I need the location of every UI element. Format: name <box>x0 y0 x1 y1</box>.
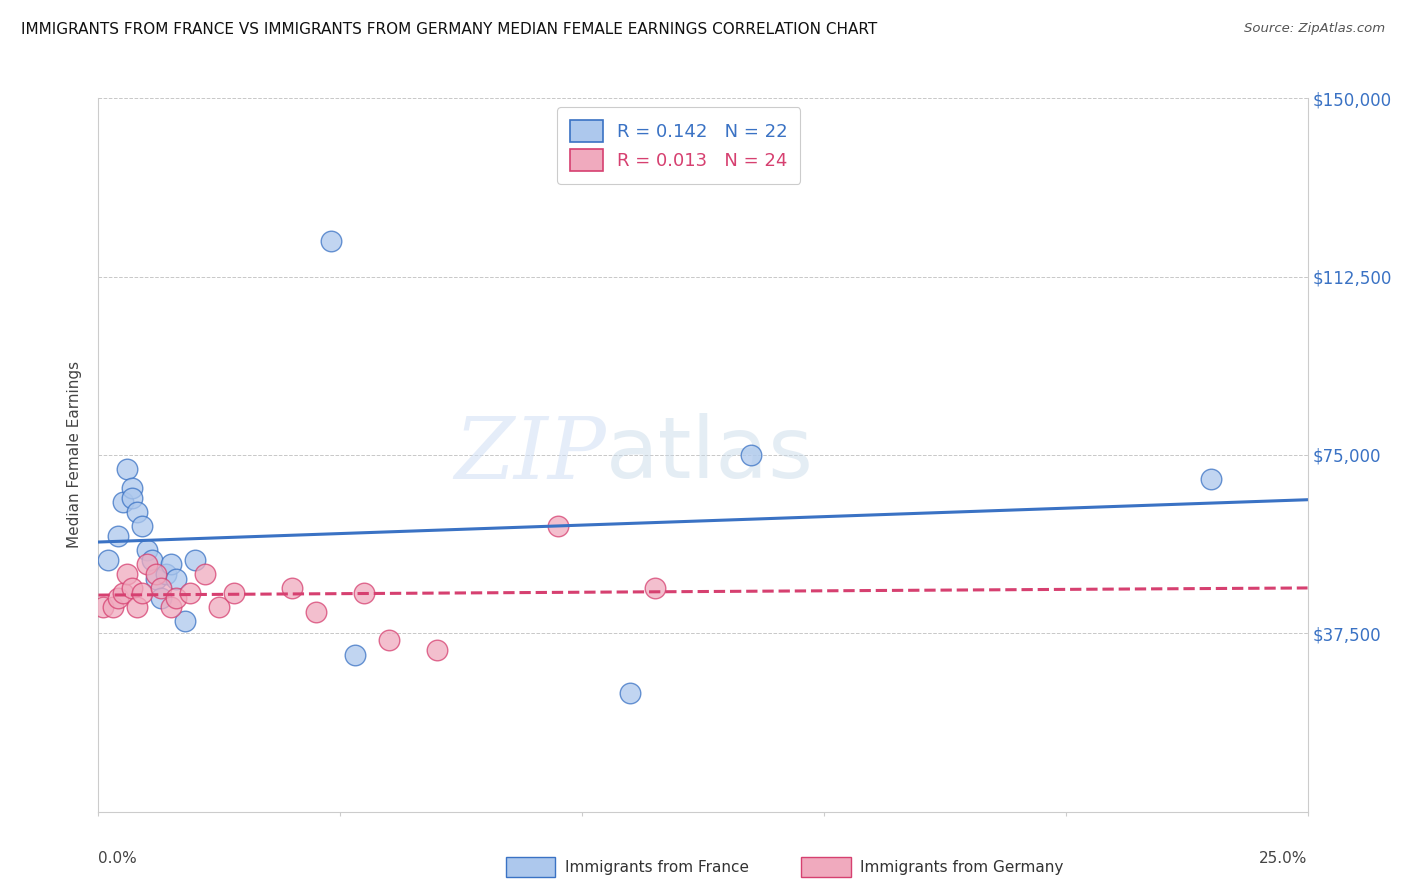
Point <box>619 686 641 700</box>
Point <box>121 491 143 505</box>
Point <box>141 552 163 566</box>
Point <box>547 519 569 533</box>
Point <box>117 462 139 476</box>
Point <box>155 566 177 581</box>
Point <box>174 615 197 629</box>
Point <box>127 600 149 615</box>
Point <box>135 543 157 558</box>
Point <box>91 600 114 615</box>
Text: IMMIGRANTS FROM FRANCE VS IMMIGRANTS FROM GERMANY MEDIAN FEMALE EARNINGS CORRELA: IMMIGRANTS FROM FRANCE VS IMMIGRANTS FRO… <box>21 22 877 37</box>
Point <box>305 605 328 619</box>
Point <box>165 591 187 605</box>
Point <box>377 633 399 648</box>
Point <box>127 505 149 519</box>
Text: Immigrants from Germany: Immigrants from Germany <box>860 860 1064 874</box>
Point <box>319 234 342 248</box>
Point <box>644 581 666 595</box>
Point <box>222 586 245 600</box>
Point <box>353 586 375 600</box>
Point <box>97 552 120 566</box>
Point <box>343 648 366 662</box>
Point <box>135 558 157 572</box>
Point <box>145 566 167 581</box>
Point <box>121 581 143 595</box>
Point <box>160 600 183 615</box>
Point <box>131 519 153 533</box>
Point <box>281 581 304 595</box>
Point <box>208 600 231 615</box>
Point <box>145 572 167 586</box>
Point <box>150 591 173 605</box>
Text: Source: ZipAtlas.com: Source: ZipAtlas.com <box>1244 22 1385 36</box>
Point <box>107 591 129 605</box>
Text: 0.0%: 0.0% <box>98 851 138 866</box>
Point <box>740 448 762 462</box>
Point <box>165 572 187 586</box>
Point <box>117 566 139 581</box>
Point <box>160 558 183 572</box>
Point <box>131 586 153 600</box>
Y-axis label: Median Female Earnings: Median Female Earnings <box>67 361 83 549</box>
Point <box>184 552 207 566</box>
Text: atlas: atlas <box>606 413 814 497</box>
Point <box>107 529 129 543</box>
Point <box>194 566 217 581</box>
Point <box>111 495 134 509</box>
Point <box>121 481 143 495</box>
Point <box>426 643 449 657</box>
Point <box>179 586 201 600</box>
Point <box>150 581 173 595</box>
Point <box>1199 472 1222 486</box>
Point <box>111 586 134 600</box>
Point <box>101 600 124 615</box>
Text: 25.0%: 25.0% <box>1260 851 1308 866</box>
Text: ZIP: ZIP <box>454 414 606 496</box>
Text: Immigrants from France: Immigrants from France <box>565 860 749 874</box>
Legend: R = 0.142   N = 22, R = 0.013   N = 24: R = 0.142 N = 22, R = 0.013 N = 24 <box>557 107 800 184</box>
